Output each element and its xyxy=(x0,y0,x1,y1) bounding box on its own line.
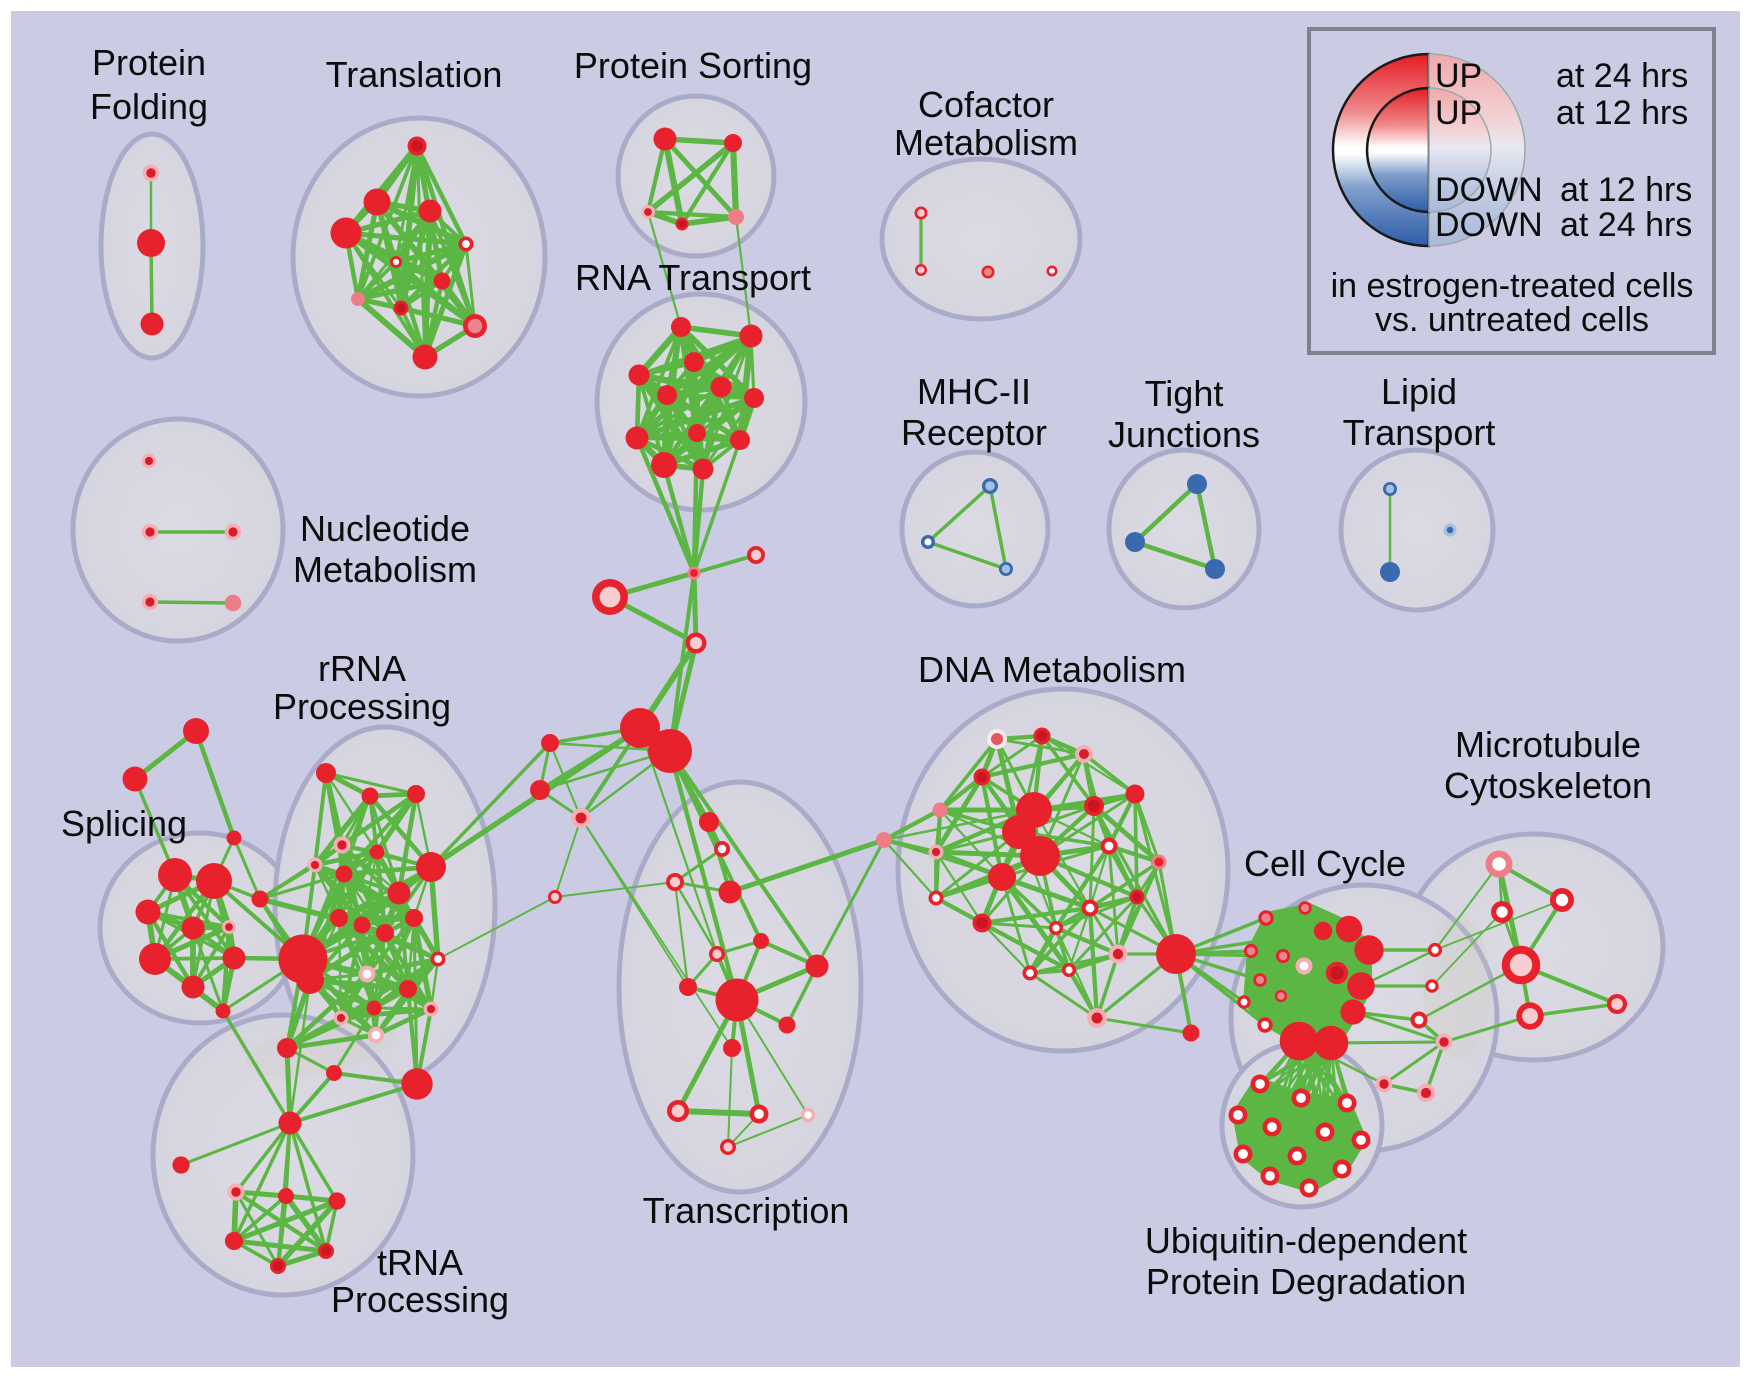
svg-text:Processing: Processing xyxy=(273,686,451,727)
svg-text:Junctions: Junctions xyxy=(1108,414,1260,455)
svg-text:tRNA: tRNA xyxy=(377,1242,463,1283)
svg-text:UP: UP xyxy=(1435,94,1482,132)
svg-text:Lipid: Lipid xyxy=(1381,371,1457,412)
svg-text:UP: UP xyxy=(1435,57,1482,95)
svg-text:at 24 hrs: at 24 hrs xyxy=(1556,57,1688,95)
svg-text:DOWN: DOWN xyxy=(1435,171,1543,209)
svg-text:Cofactor: Cofactor xyxy=(918,84,1054,125)
svg-text:Tight: Tight xyxy=(1145,373,1224,414)
svg-text:in estrogen-treated cells: in estrogen-treated cells xyxy=(1331,267,1694,305)
svg-text:Metabolism: Metabolism xyxy=(293,549,477,590)
svg-text:Ubiquitin-dependent: Ubiquitin-dependent xyxy=(1145,1220,1467,1261)
svg-text:Cell Cycle: Cell Cycle xyxy=(1244,843,1406,884)
svg-text:RNA Transport: RNA Transport xyxy=(575,257,811,298)
svg-text:Transport: Transport xyxy=(1343,412,1496,453)
svg-text:Splicing: Splicing xyxy=(61,803,187,844)
svg-text:Receptor: Receptor xyxy=(901,412,1047,453)
svg-text:at 12 hrs: at 12 hrs xyxy=(1560,171,1692,209)
svg-text:Processing: Processing xyxy=(331,1279,509,1320)
svg-text:MHC-II: MHC-II xyxy=(917,371,1031,412)
svg-text:Translation: Translation xyxy=(326,54,503,95)
svg-text:Microtubule: Microtubule xyxy=(1455,724,1641,765)
svg-text:Metabolism: Metabolism xyxy=(894,122,1078,163)
svg-text:Protein: Protein xyxy=(92,42,206,83)
svg-text:Protein Degradation: Protein Degradation xyxy=(1146,1261,1466,1302)
svg-text:vs. untreated cells: vs. untreated cells xyxy=(1375,301,1649,339)
svg-text:Protein Sorting: Protein Sorting xyxy=(574,45,812,86)
svg-text:at 12 hrs: at 12 hrs xyxy=(1556,94,1688,132)
svg-text:Cytoskeleton: Cytoskeleton xyxy=(1444,765,1652,806)
svg-text:Transcription: Transcription xyxy=(643,1190,850,1231)
svg-text:DOWN: DOWN xyxy=(1435,206,1543,244)
svg-text:at 24 hrs: at 24 hrs xyxy=(1560,206,1692,244)
svg-text:Folding: Folding xyxy=(90,86,208,127)
svg-text:Nucleotide: Nucleotide xyxy=(300,508,470,549)
svg-text:DNA Metabolism: DNA Metabolism xyxy=(918,649,1186,690)
svg-text:rRNA: rRNA xyxy=(318,648,406,689)
